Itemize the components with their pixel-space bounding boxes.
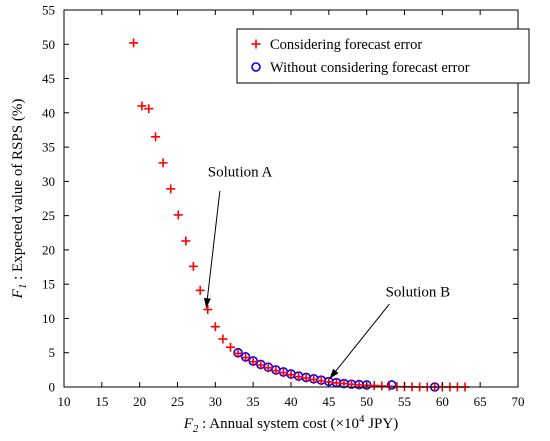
plus-marker [248,357,258,367]
plus-marker [166,184,176,194]
plus-marker [316,376,326,386]
plus-marker [144,104,154,114]
y-tick-label: 10 [42,311,55,326]
y-tick-label: 25 [42,208,55,223]
plus-marker [225,342,235,352]
plus-marker [158,158,168,168]
y-tick-label: 40 [42,105,55,120]
plus-marker [173,210,183,220]
arrow-head [329,368,339,379]
y-tick-label: 35 [42,140,55,155]
x-axis-title: F2 : Annual system cost (×104 JPY) [183,413,398,435]
circle-marker [386,380,397,390]
plus-marker [129,38,139,48]
legend-label: Without considering forecast error [270,60,470,76]
x-tick-label: 65 [474,394,487,409]
plus-marker [203,305,213,315]
circle-marker [251,62,261,72]
plus-marker [233,348,243,358]
x-tick-label: 50 [360,394,373,409]
y-tick-label: 20 [42,242,55,257]
y-tick-label: 15 [42,277,55,292]
plus-marker [263,363,273,373]
annotations: Solution A Solution B [203,165,451,380]
x-tick-label: 30 [209,394,222,409]
plus-marker [301,373,311,383]
y-tick-label: 55 [42,3,55,18]
x-tick-label: 60 [436,394,449,409]
plus-marker [251,39,261,49]
x-tick-label: 15 [95,394,108,409]
annotation: Solution A [203,165,273,309]
y-tick-label: 30 [42,174,55,189]
plus-marker [218,334,228,344]
plus-marker [271,366,281,376]
plus-marker [210,322,220,332]
plus-marker [151,132,161,142]
legend-label: Considering forecast error [270,37,422,53]
plus-marker [286,370,296,380]
legend-box [236,28,530,84]
axis-titles: F2 : Annual system cost (×104 JPY) F1 : E… [10,99,398,435]
x-tick-label: 25 [171,394,184,409]
y-axis-title: F1 : Expected value of RSPS (%) [10,99,29,300]
annotation-arrow [329,303,390,380]
y-tick-label: 0 [49,380,56,395]
plus-marker [241,353,251,363]
plus-marker [181,236,191,246]
plus-marker [369,381,379,391]
plus-marker [354,380,364,390]
annotation: Solution B [329,285,451,380]
annotation-text: Solution B [386,285,451,301]
legend-item-without: Without considering forecast error [251,60,470,76]
annotation-arrow [205,190,221,309]
plus-marker [331,378,341,388]
plus-marker [294,372,304,382]
plus-marker [384,381,394,391]
plus-marker [309,374,319,384]
x-tick-label: 20 [133,394,146,409]
legend: Considering forecast error Without consid… [236,28,530,84]
arrow-head [203,297,211,309]
plus-marker [195,285,205,295]
plus-marker [377,381,387,391]
y-tick-label: 45 [42,71,55,86]
annotation-text: Solution A [208,165,273,181]
axes: 10 15 20 25 30 35 40 45 50 55 60 65 70 0 5 10 15 20 25 30 35… [42,3,525,410]
x-tick-label: 45 [322,394,335,409]
plus-marker [137,101,147,111]
plus-marker [256,360,266,370]
x-tick-label: 35 [247,394,260,409]
x-tick-label: 70 [512,394,525,409]
y-tick-label: 50 [42,37,55,52]
x-tick-label: 55 [398,394,411,409]
legend-item-considering: Considering forecast error [251,37,422,53]
plus-marker [278,368,288,378]
y-tick-label: 5 [49,345,56,360]
plus-marker [188,261,198,271]
x-tick-label: 40 [285,394,298,409]
x-tick-label: 10 [58,394,71,409]
